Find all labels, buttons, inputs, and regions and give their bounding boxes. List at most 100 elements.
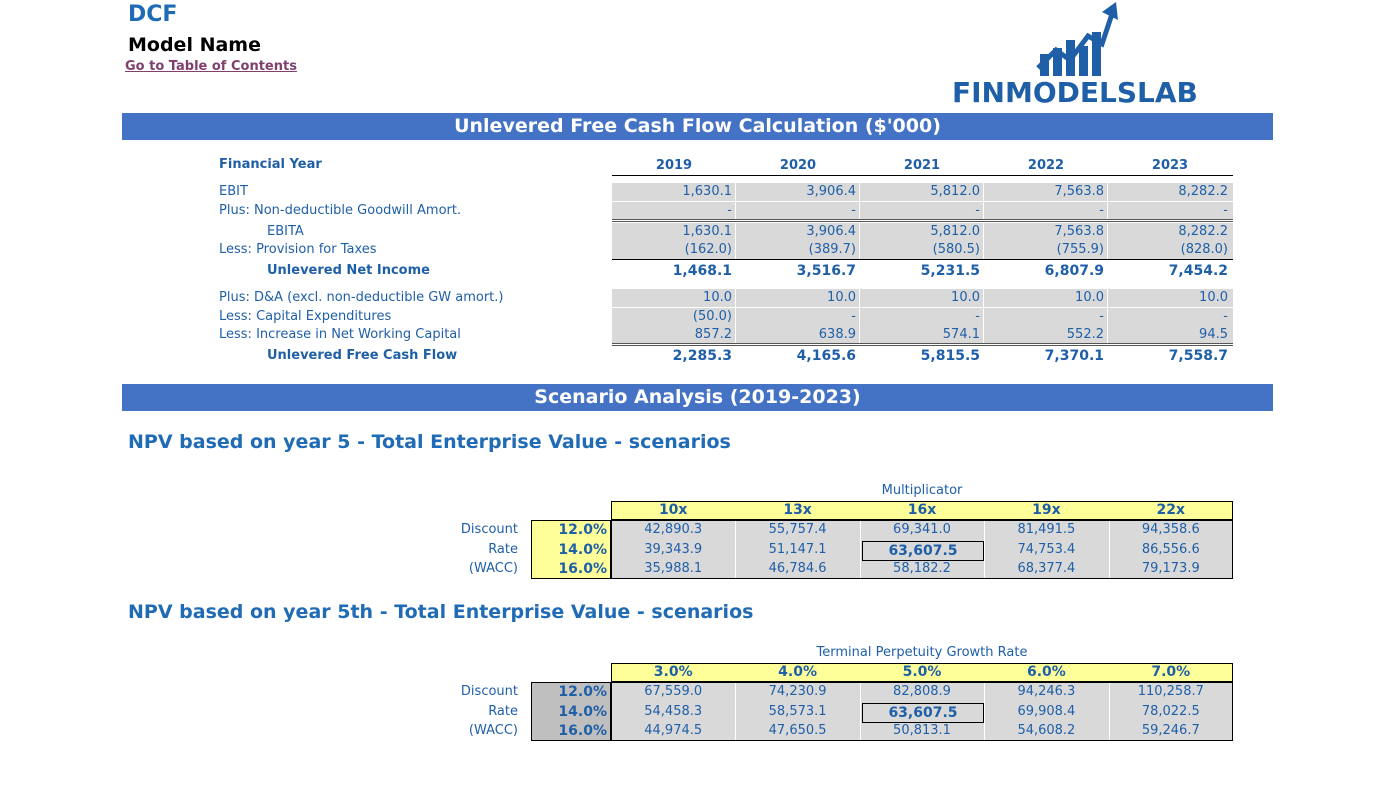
- row-label: (WACC): [468, 723, 518, 738]
- column-header: 7.0%: [1151, 664, 1191, 680]
- col-separator: [1107, 183, 1108, 201]
- ufcf-value: 8,282.2: [1178, 224, 1228, 239]
- column-header: 4.0%: [778, 664, 817, 680]
- col-separator: [1107, 289, 1108, 307]
- ufcf-value: (828.0): [1180, 242, 1228, 257]
- toc-link[interactable]: Go to Table of Contents: [125, 59, 297, 74]
- discount-rate: 14.0%: [558, 703, 607, 720]
- npv-value: 54,458.3: [644, 703, 703, 719]
- discount-rate: 16.0%: [558, 561, 607, 577]
- ufcf-value: 638.9: [818, 327, 856, 342]
- grid-separator: [859, 683, 861, 740]
- ufcf-row-label: Less: Increase in Net Working Capital: [219, 327, 461, 342]
- row-shade: [612, 223, 1233, 241]
- npv-value: 58,573.1: [768, 703, 827, 719]
- ufcf-value: 1,630.1: [682, 184, 732, 199]
- col-separator: [983, 223, 984, 241]
- npv-value: 50,813.1: [893, 723, 951, 738]
- ufcf-value: (755.9): [1056, 242, 1104, 257]
- ufcf-value: 10.0: [1199, 290, 1228, 305]
- npv-value: 39,343.9: [644, 541, 703, 557]
- col-separator: [1107, 223, 1108, 241]
- ufcf-value: 6,807.9: [1044, 263, 1104, 279]
- grid-separator: [859, 521, 861, 578]
- col-separator: [859, 241, 860, 259]
- year-header: 2021: [903, 158, 941, 173]
- ufcf-value: 10.0: [951, 290, 980, 305]
- col-separator: [983, 241, 984, 259]
- row-shade: [612, 202, 1233, 220]
- ufcf-value: 7,563.8: [1054, 224, 1104, 239]
- npv-value: 78,022.5: [1141, 703, 1200, 719]
- col-separator: [735, 326, 736, 344]
- ufcf-value: 10.0: [1075, 290, 1104, 305]
- grid-separator: [1108, 683, 1110, 740]
- row-shade: [612, 241, 1233, 259]
- axis-label: Terminal Perpetuity Growth Rate: [816, 645, 1028, 660]
- ufcf-row-label: EBITA: [267, 224, 304, 239]
- npv-value: 82,808.9: [893, 684, 951, 699]
- npv-value: 74,753.4: [1017, 541, 1076, 557]
- npv-value: 67,559.0: [644, 684, 703, 699]
- ufcf-row-label: Less: Capital Expenditures: [219, 309, 392, 324]
- ufcf-value: (580.5): [932, 242, 980, 257]
- axis-label: Multiplicator: [881, 483, 963, 498]
- npv-value: 55,757.4: [768, 522, 827, 537]
- grid-separator: [735, 683, 737, 740]
- ufcf-value: 1,468.1: [672, 263, 732, 279]
- ufcf-value: (162.0): [684, 242, 732, 257]
- ufcf-value: -: [1099, 309, 1104, 324]
- col-separator: [735, 223, 736, 241]
- col-separator: [983, 289, 984, 307]
- col-separator: [983, 202, 984, 220]
- ufcf-value: 10.0: [703, 290, 732, 305]
- ufcf-value: 7,563.8: [1054, 184, 1104, 199]
- npv-value: 110,258.7: [1137, 684, 1204, 699]
- ufcf-value: 94.5: [1199, 327, 1228, 342]
- col-separator: [1107, 326, 1108, 344]
- grid-separator: [735, 521, 737, 578]
- ufcf-value: (389.7): [808, 242, 856, 257]
- ufcf-value: 3,906.4: [806, 184, 856, 199]
- npv-value: 51,147.1: [768, 541, 827, 557]
- ufcf-row-label: Unlevered Free Cash Flow: [267, 348, 458, 363]
- column-header: 13x: [783, 502, 812, 518]
- page-title: DCF: [128, 2, 178, 27]
- ufcf-row-label: EBIT: [219, 184, 248, 199]
- row-label: (WACC): [468, 561, 518, 576]
- col-separator: [1107, 202, 1108, 220]
- ufcf-row-label: Unlevered Net Income: [267, 263, 430, 278]
- column-header-bar: [611, 501, 1233, 520]
- ufcf-value: -: [1223, 203, 1228, 218]
- header-underline: [612, 175, 1233, 176]
- row-label: Discount: [460, 522, 518, 537]
- ufcf-value: 7,558.7: [1168, 348, 1228, 364]
- ufcf-value: 7,454.2: [1168, 263, 1228, 279]
- ufcf-value: 857.2: [694, 327, 732, 342]
- npv-value: 81,491.5: [1017, 522, 1076, 537]
- model-name: Model Name: [128, 34, 261, 56]
- base-case-value: 63,607.5: [861, 702, 985, 723]
- npv-value: 46,784.6: [768, 561, 827, 576]
- ufcf-value: -: [1223, 309, 1228, 324]
- chart-arrow-icon: [1036, 2, 1118, 76]
- values-grid: [611, 682, 1233, 741]
- grid-separator: [984, 521, 986, 578]
- npv-value: 74,230.9: [768, 684, 827, 699]
- row-shade: [612, 308, 1233, 326]
- column-header-bar: [611, 663, 1233, 682]
- npv-value: 54,608.2: [1017, 723, 1076, 738]
- discount-rate: 12.0%: [558, 684, 607, 700]
- col-separator: [735, 289, 736, 307]
- col-separator: [859, 202, 860, 220]
- col-separator: [859, 183, 860, 201]
- npv-value: 58,182.2: [893, 561, 951, 576]
- column-header: 16x: [907, 502, 937, 518]
- col-separator: [1107, 308, 1108, 326]
- col-separator: [983, 326, 984, 344]
- ufcf-value: 2,285.3: [672, 348, 732, 364]
- ufcf-value: -: [975, 203, 980, 218]
- discount-rate: 14.0%: [558, 541, 607, 558]
- npv-value: 42,890.3: [644, 522, 703, 537]
- npv-value: 59,246.7: [1141, 723, 1200, 738]
